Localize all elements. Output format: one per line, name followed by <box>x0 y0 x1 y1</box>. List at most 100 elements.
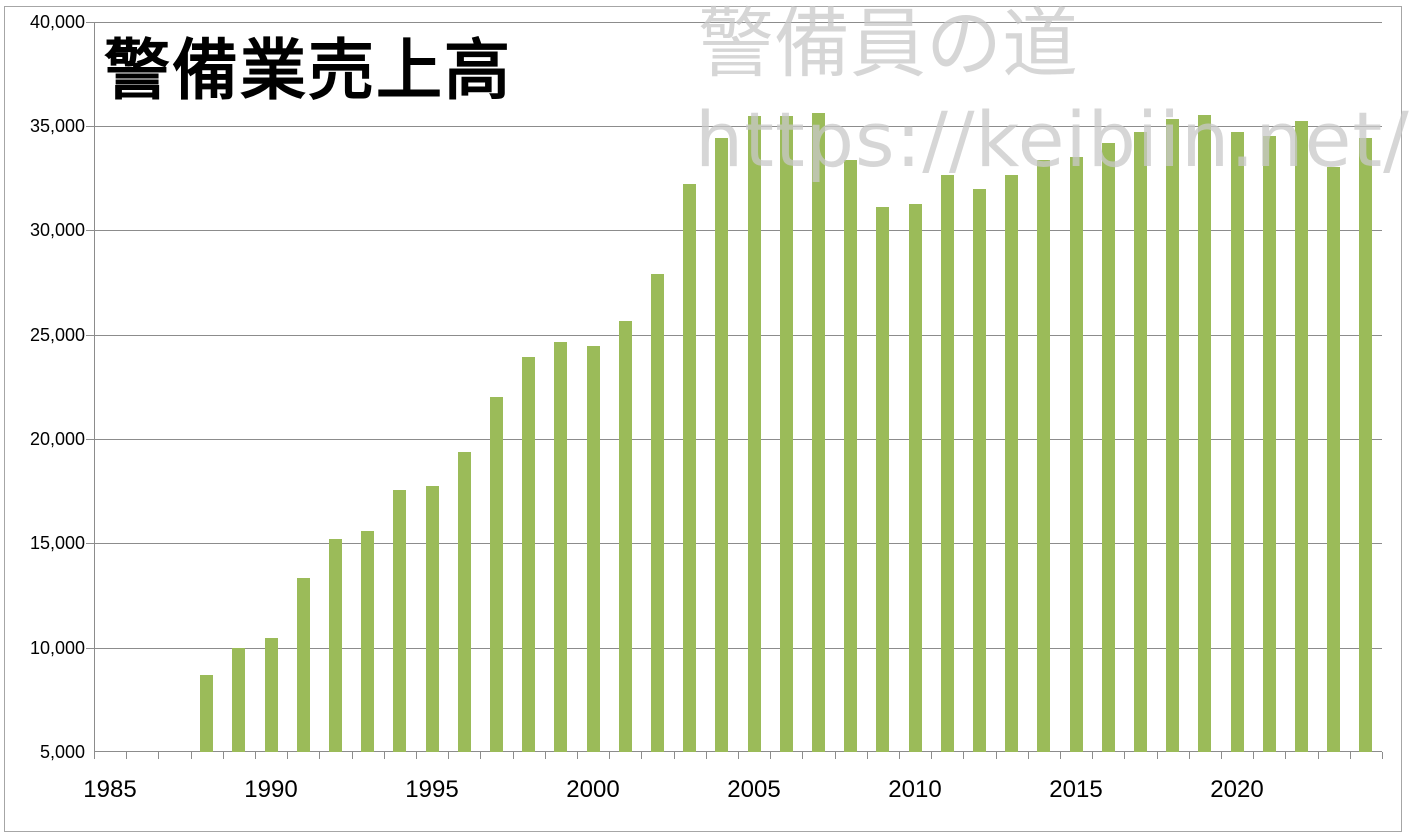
x-tick-label: 1985 <box>83 776 137 803</box>
y-tick-label: 30,000 <box>29 220 85 240</box>
x-tick-label: 2005 <box>727 776 781 803</box>
bar-1994 <box>393 490 407 752</box>
gridline <box>86 22 1382 23</box>
y-tick-label: 5,000 <box>39 742 85 762</box>
bar-2006 <box>779 116 793 752</box>
x-tick-mark <box>705 752 707 759</box>
plot-area <box>86 22 1383 759</box>
bar-2023 <box>1327 167 1341 752</box>
chart-title: 警備業売上高 <box>104 32 512 109</box>
bar-2004 <box>715 138 729 752</box>
x-tick-mark <box>1060 752 1061 759</box>
gridline <box>86 335 1382 336</box>
gridline <box>86 439 1382 440</box>
gridline <box>86 126 1382 127</box>
x-tick-mark <box>480 752 482 759</box>
bar-2022 <box>1295 121 1308 752</box>
bar-2002 <box>651 274 664 752</box>
bar-1991 <box>296 578 310 752</box>
x-tick-mark <box>995 752 997 759</box>
x-tick-mark <box>255 752 256 759</box>
y-tick-label: 10,000 <box>29 638 85 658</box>
bar-2008 <box>844 160 858 752</box>
x-tick-mark <box>319 752 321 759</box>
x-tick-label: 2020 <box>1210 776 1264 803</box>
bar-1992 <box>329 539 342 752</box>
bar-1997 <box>490 397 503 752</box>
x-tick-label: 2000 <box>566 776 620 803</box>
bar-2019 <box>1198 115 1212 752</box>
x-tick-mark <box>94 752 95 759</box>
x-tick-mark <box>738 752 739 759</box>
bar-2017 <box>1134 132 1147 752</box>
bar-1996 <box>457 451 471 752</box>
bar-2016 <box>1101 143 1115 752</box>
x-tick-mark <box>222 752 224 759</box>
x-tick-mark <box>512 752 514 759</box>
x-tick-mark <box>963 752 965 759</box>
x-tick-mark <box>1221 752 1222 759</box>
x-tick-label: 2015 <box>1049 776 1103 803</box>
x-tick-mark <box>802 752 804 759</box>
x-tick-mark <box>448 752 450 759</box>
x-tick-mark <box>609 752 611 759</box>
bar-2005 <box>747 116 761 752</box>
y-tick-label: 20,000 <box>29 429 85 449</box>
bar-2021 <box>1262 136 1276 752</box>
bar-2012 <box>973 189 986 752</box>
bar-1998 <box>522 356 536 752</box>
y-axis-line <box>94 22 95 752</box>
bar-1988 <box>200 675 214 752</box>
bar-2010 <box>908 204 922 752</box>
x-tick-mark <box>834 752 836 759</box>
x-tick-mark <box>1156 752 1158 759</box>
x-tick-label: 2010 <box>888 776 942 803</box>
y-tick-label: 40,000 <box>29 12 85 32</box>
bar-2011 <box>940 175 954 752</box>
bar-2015 <box>1069 157 1083 752</box>
bar-2024 <box>1359 138 1373 752</box>
bar-1995 <box>425 486 439 752</box>
y-tick-label: 35,000 <box>29 116 85 136</box>
gridline <box>86 648 1382 649</box>
bar-1993 <box>361 530 375 752</box>
bar-2003 <box>683 184 697 752</box>
x-tick-mark <box>931 752 933 759</box>
x-tick-mark <box>190 752 192 759</box>
x-tick-mark <box>1188 752 1190 759</box>
x-tick-mark <box>673 752 675 759</box>
x-tick-mark <box>899 752 900 759</box>
x-tick-mark <box>770 752 772 759</box>
gridline <box>86 230 1382 231</box>
x-tick-mark <box>1349 752 1351 759</box>
x-tick-mark <box>158 752 160 759</box>
x-tick-label: 1990 <box>244 776 298 803</box>
x-tick-mark <box>416 752 417 759</box>
bar-1999 <box>554 341 568 752</box>
bar-2018 <box>1166 119 1180 752</box>
y-tick-label: 25,000 <box>29 325 85 345</box>
bar-2013 <box>1005 175 1019 752</box>
bar-1989 <box>232 647 246 752</box>
x-tick-mark <box>1285 752 1287 759</box>
x-tick-mark <box>1092 752 1094 759</box>
x-tick-mark <box>641 752 643 759</box>
bar-1990 <box>264 638 278 752</box>
x-tick-mark <box>1253 752 1255 759</box>
x-tick-mark <box>126 752 128 759</box>
x-tick-mark <box>287 752 289 759</box>
bar-2020 <box>1230 132 1244 752</box>
bar-2014 <box>1037 160 1051 752</box>
x-tick-mark <box>577 752 578 759</box>
x-tick-mark <box>866 752 868 759</box>
bar-2007 <box>812 113 825 752</box>
x-tick-label: 1995 <box>405 776 459 803</box>
bar-2000 <box>586 346 600 752</box>
bar-2001 <box>618 321 632 752</box>
bar-2009 <box>876 207 890 752</box>
x-tick-mark <box>1027 752 1029 759</box>
y-tick-label: 15,000 <box>29 533 85 553</box>
x-tick-mark <box>351 752 353 759</box>
x-tick-mark <box>1124 752 1126 759</box>
x-tick-mark <box>383 752 385 759</box>
